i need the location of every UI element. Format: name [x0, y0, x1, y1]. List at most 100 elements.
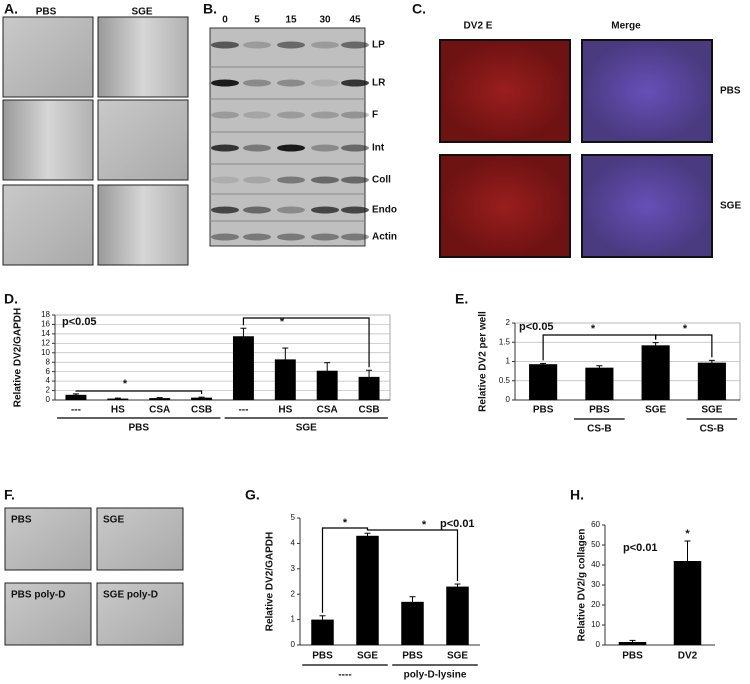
blot-band [243, 111, 271, 119]
label: A. [4, 1, 18, 17]
label: SGE [645, 405, 666, 416]
label: LP [372, 40, 385, 51]
blot-band [311, 233, 339, 241]
label: E. [455, 291, 468, 307]
label: 20 [591, 600, 600, 609]
label: PBS [312, 651, 333, 662]
label: * [422, 519, 427, 531]
micrograph [97, 16, 189, 98]
label: * [591, 323, 596, 335]
label: DV2 E [464, 21, 493, 32]
label: 5 [254, 15, 260, 26]
significance-bracket [366, 529, 459, 582]
label: * [683, 323, 688, 335]
label: CSA [149, 405, 170, 416]
label: 18 [41, 310, 50, 319]
bar [358, 376, 380, 400]
blot-band [277, 79, 305, 87]
bar [316, 370, 338, 400]
label: 10 [41, 348, 50, 357]
significance-bracket [75, 390, 203, 395]
label: CS-B [700, 424, 724, 435]
blot-band [211, 176, 239, 184]
error-bar [364, 532, 371, 539]
significance-bracket [542, 334, 657, 361]
blot-band [341, 233, 369, 241]
label: G. [245, 487, 260, 503]
bar [311, 619, 334, 645]
blot-band [243, 41, 271, 49]
label: --- [238, 405, 248, 416]
label: Actin [372, 232, 397, 243]
blot-band [243, 206, 271, 214]
label: PBS [720, 86, 741, 97]
label: SGE [720, 201, 741, 212]
error-bar [324, 362, 331, 379]
label: SGE [701, 405, 722, 416]
label: DV2 [678, 651, 698, 662]
fluorescence [439, 154, 571, 258]
blot-band [341, 144, 369, 152]
micrograph [2, 184, 94, 266]
label: 1.5 [499, 337, 511, 346]
blot-band [277, 176, 305, 184]
blot-band [243, 144, 271, 152]
error-bar [596, 365, 603, 370]
error-bar [240, 327, 247, 345]
label: H. [570, 487, 584, 503]
bar [697, 362, 726, 400]
label: p<0.05 [62, 316, 97, 328]
label: 0 [46, 395, 51, 404]
blot-band [243, 233, 271, 241]
blot-band [311, 111, 339, 119]
label: PBS [128, 423, 149, 434]
label: 45 [349, 15, 361, 26]
label: 1 [291, 615, 296, 624]
bar [232, 336, 254, 400]
label: CSB [191, 405, 212, 416]
label: Relative DV2/GAPDH [265, 532, 276, 631]
label: PBS poly-D [11, 590, 65, 601]
blot-band [341, 79, 369, 87]
bar [107, 398, 129, 400]
blot-band [211, 206, 239, 214]
error-bar [684, 540, 691, 581]
label: 5 [291, 513, 296, 522]
label: HS [111, 405, 125, 416]
label: PBS [622, 651, 643, 662]
label: * [685, 528, 690, 540]
label: Relative DV2 per well [478, 311, 489, 412]
label: --- [71, 405, 81, 416]
blot-band [211, 233, 239, 241]
micrograph [4, 507, 92, 571]
blot-band [277, 144, 305, 152]
label: p<0.01 [440, 518, 475, 530]
label: Relative DV2/g collagen [577, 529, 588, 642]
merge [581, 154, 713, 258]
label: * [343, 517, 348, 529]
bar [446, 586, 469, 645]
label: SGE [296, 423, 317, 434]
blot-band [311, 144, 339, 152]
label: 0 [506, 395, 511, 404]
label: 3 [291, 564, 296, 573]
bar [191, 397, 213, 400]
blot-band [311, 176, 339, 184]
micrograph [2, 16, 94, 98]
label: 0 [222, 15, 228, 26]
label: 0 [291, 640, 296, 649]
blot-band [211, 79, 239, 87]
blot-band [277, 206, 305, 214]
label: SGE [103, 515, 124, 526]
label: 10 [591, 620, 600, 629]
label: Coll [372, 175, 391, 186]
label: 4 [46, 376, 51, 385]
label: CSB [359, 405, 380, 416]
significance-bracket [242, 317, 370, 368]
plot-frame [54, 314, 391, 401]
error-bar [708, 359, 715, 365]
label: PBS [36, 7, 57, 18]
error-bar [319, 615, 326, 624]
